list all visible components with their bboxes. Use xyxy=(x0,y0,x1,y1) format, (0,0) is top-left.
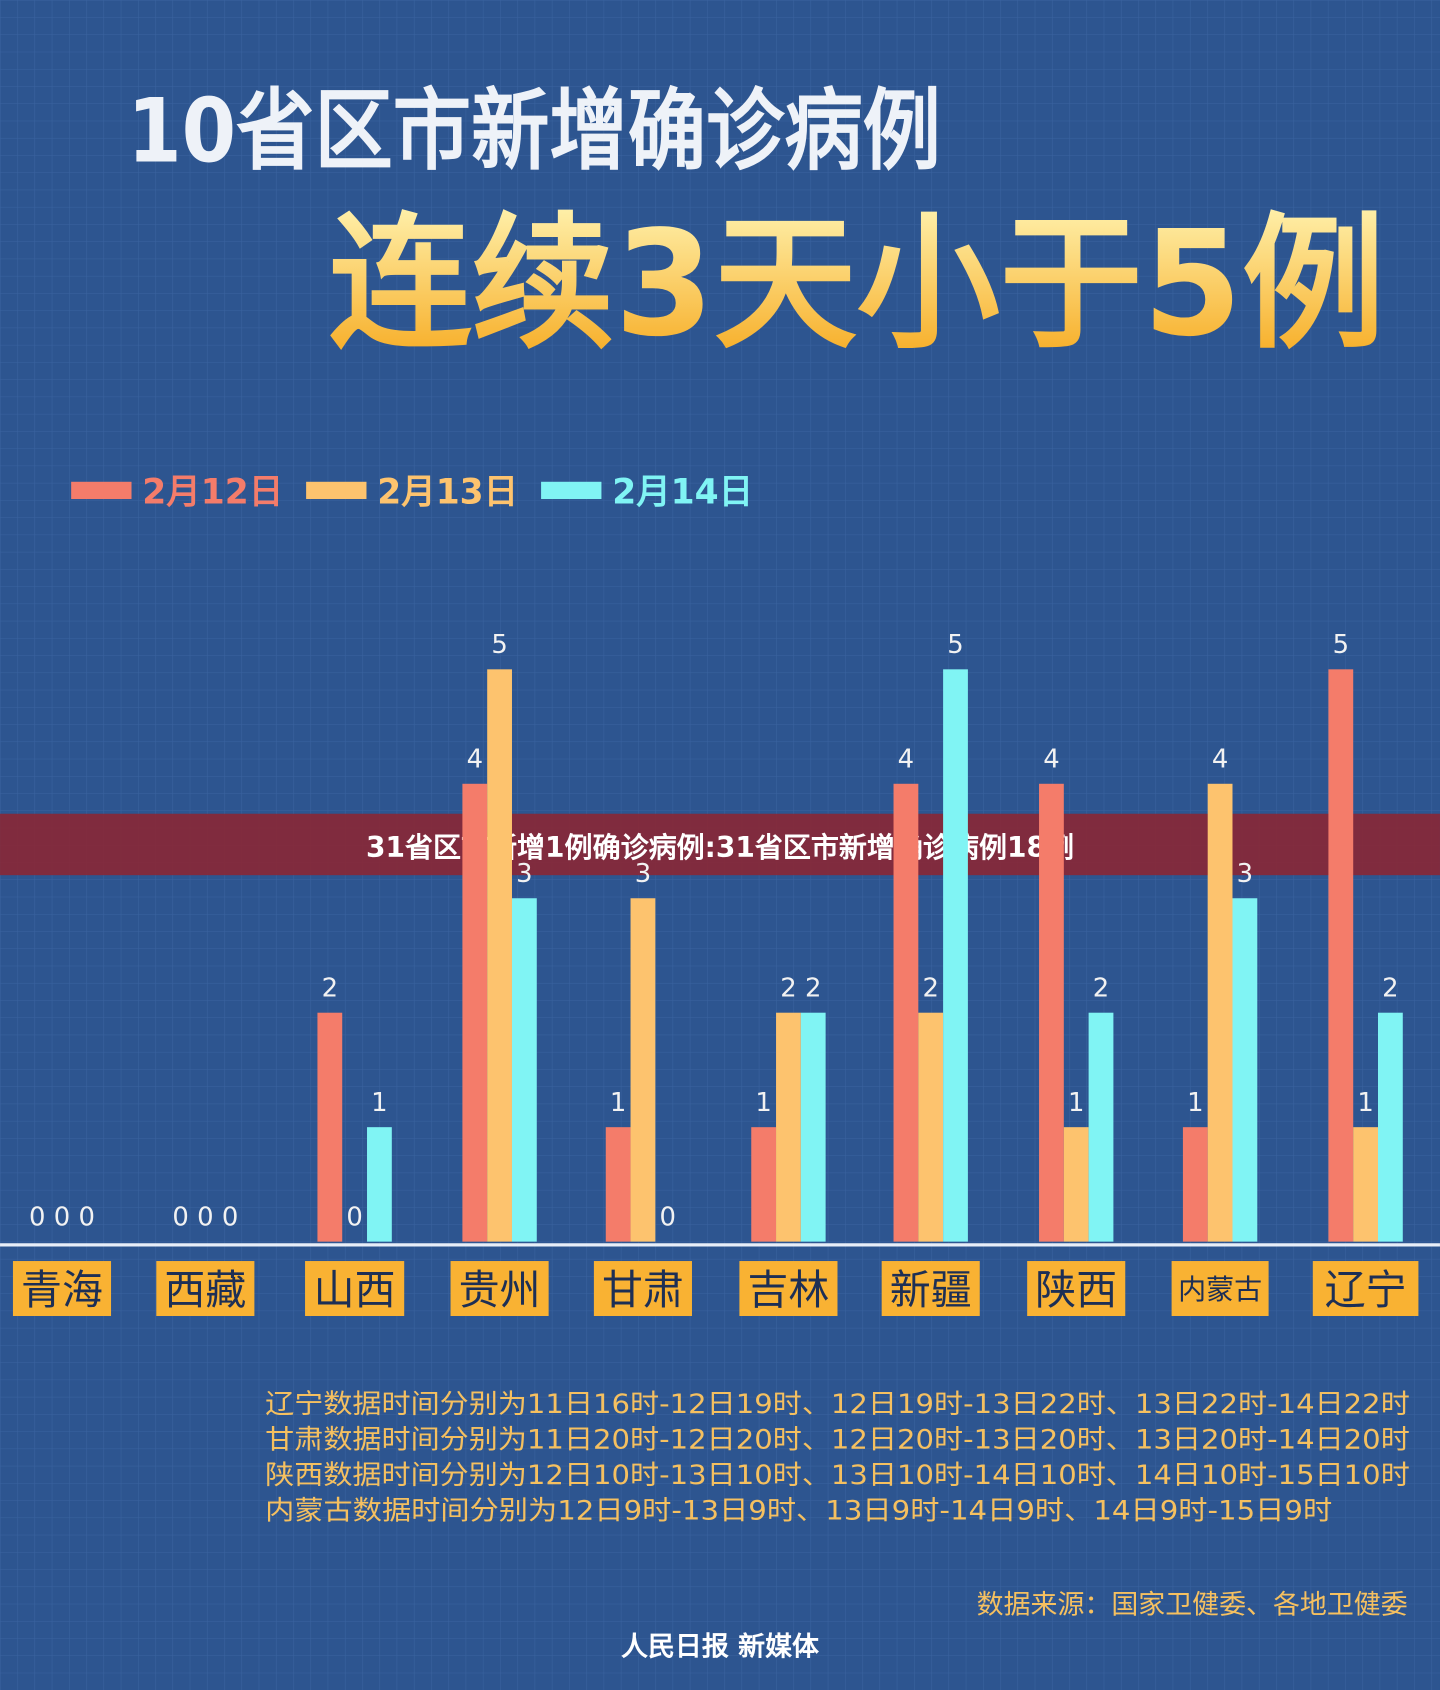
x-tick-label: 辽宁 xyxy=(1325,1266,1407,1314)
bar xyxy=(462,783,488,1242)
data-label: 3 xyxy=(635,859,651,889)
bar xyxy=(943,669,968,1242)
data-label: 1 xyxy=(610,1088,626,1118)
data-label: 4 xyxy=(898,745,914,775)
x-tick-label: 青海 xyxy=(21,1266,103,1314)
bar xyxy=(1039,783,1064,1242)
data-label: 0 xyxy=(29,1202,45,1232)
category-box xyxy=(156,1261,255,1317)
data-label: 2 xyxy=(1093,974,1109,1004)
data-label: 3 xyxy=(1237,859,1253,889)
note: 甘肃数据时间分别为11日20时-12日20时、12日20时-13日20时、13日… xyxy=(265,1425,1410,1456)
data-label: 5 xyxy=(947,630,963,660)
bar xyxy=(511,898,537,1242)
legend-label: 2月14日 xyxy=(612,472,753,512)
data-label: 0 xyxy=(172,1202,188,1232)
legend-swatch xyxy=(306,481,367,500)
data-label: 4 xyxy=(1043,745,1059,775)
data-label: 4 xyxy=(467,745,483,775)
data-label: 2 xyxy=(780,974,796,1004)
bar xyxy=(1328,669,1354,1242)
data-label: 2 xyxy=(805,974,821,1004)
category-box xyxy=(1027,1261,1126,1317)
x-tick-label: 山西 xyxy=(314,1266,396,1314)
note: 陕西数据时间分别为12日10时-13日10时、13日10时-14日10时、14日… xyxy=(265,1460,1410,1491)
category-box xyxy=(1312,1261,1419,1317)
x-tick-label: 西藏 xyxy=(164,1266,246,1314)
x-tick-label: 吉林 xyxy=(748,1266,830,1314)
x-tick-label: 贵州 xyxy=(459,1266,541,1314)
data-label: 1 xyxy=(1068,1088,1084,1118)
data-label: 1 xyxy=(371,1088,387,1118)
x-tick-label: 甘肃 xyxy=(602,1266,684,1314)
legend-label: 2月13日 xyxy=(377,472,518,512)
category-box xyxy=(12,1261,112,1317)
legend-swatch xyxy=(71,481,132,500)
chart-subtitle: 连续3天小于5例 xyxy=(329,200,1385,369)
data-label: 1 xyxy=(755,1088,771,1118)
data-label: 1 xyxy=(1187,1088,1203,1118)
bar xyxy=(367,1127,392,1242)
data-label: 2 xyxy=(922,974,938,1004)
bar xyxy=(605,1127,631,1242)
bar xyxy=(776,1012,801,1242)
x-tick-label: 新疆 xyxy=(890,1266,972,1314)
banner-bg xyxy=(0,813,1440,876)
data-label: 5 xyxy=(491,630,507,660)
bar xyxy=(1182,1127,1208,1242)
legend-swatch xyxy=(541,481,602,500)
bar xyxy=(317,1012,343,1242)
bar xyxy=(918,1012,944,1242)
bar xyxy=(487,669,512,1242)
logo: 人民日报 新媒体 xyxy=(621,1631,819,1663)
category-box xyxy=(305,1261,405,1317)
bar xyxy=(1232,898,1258,1242)
data-label: 0 xyxy=(346,1202,362,1232)
data-label: 3 xyxy=(516,859,532,889)
x-tick-label: 内蒙古 xyxy=(1178,1273,1262,1306)
bar xyxy=(1207,783,1233,1242)
data-label: 0 xyxy=(659,1202,675,1232)
bar xyxy=(630,898,656,1242)
bar xyxy=(1063,1127,1089,1242)
source: 数据来源：国家卫健委、各地卫健委 xyxy=(977,1589,1408,1620)
data-label: 4 xyxy=(1212,745,1228,775)
note: 辽宁数据时间分别为11日16时-12日19时、12日19时-13日22时、13日… xyxy=(265,1389,1410,1420)
data-label: 2 xyxy=(322,974,338,1004)
category-box xyxy=(1171,1261,1269,1317)
category-box xyxy=(593,1261,692,1317)
bar xyxy=(751,1127,777,1242)
data-label: 1 xyxy=(1357,1088,1373,1118)
data-label: 2 xyxy=(1382,974,1398,1004)
category-box xyxy=(739,1261,838,1317)
legend-label: 2月12日 xyxy=(142,472,283,512)
note: 内蒙古数据时间分别为12日9时-13日9时、13日9时-14日9时、14日9时-… xyxy=(265,1496,1332,1527)
bar xyxy=(1353,1127,1379,1242)
data-label: 5 xyxy=(1333,630,1349,660)
bar xyxy=(1378,1012,1403,1242)
data-label: 0 xyxy=(79,1202,95,1232)
bar xyxy=(893,783,919,1242)
bar xyxy=(800,1012,826,1242)
bar xyxy=(1088,1012,1114,1242)
chart-title: 10省区市新增确诊病例 xyxy=(127,80,941,183)
data-label: 0 xyxy=(54,1202,70,1232)
data-label: 0 xyxy=(197,1202,213,1232)
category-box xyxy=(881,1261,980,1317)
category-box xyxy=(450,1261,549,1317)
data-label: 0 xyxy=(222,1202,238,1232)
x-tick-label: 陕西 xyxy=(1035,1266,1117,1314)
